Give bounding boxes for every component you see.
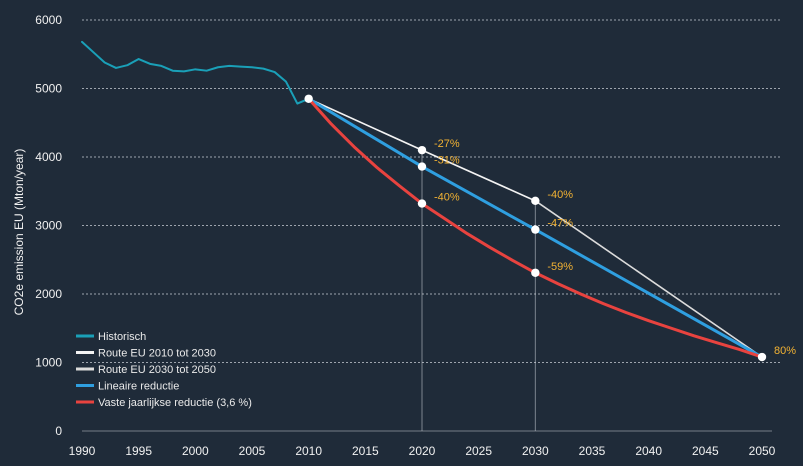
percentage-annotation: -47% <box>547 218 573 230</box>
x-tick-label: 2040 <box>635 444 662 458</box>
legend-item: Lineaire reductie <box>76 381 179 393</box>
percentage-annotation: -40% <box>434 192 460 204</box>
legend-label: Lineaire reductie <box>98 381 179 393</box>
percentage-annotation: -31% <box>434 155 460 167</box>
series-line-lineaire-reductie <box>307 97 764 359</box>
legend-item: Historisch <box>76 331 146 343</box>
y-tick-label: 4000 <box>35 150 62 164</box>
y-tick-label: 5000 <box>35 82 62 96</box>
data-point-marker <box>417 162 427 171</box>
x-tick-label: 2050 <box>749 444 776 458</box>
vertical-reference-lines <box>421 150 536 431</box>
legend-item: Vaste jaarlijkse reductie (3,6 %) <box>76 397 252 409</box>
y-tick-label: 6000 <box>35 13 62 27</box>
legend-label: Vaste jaarlijkse reductie (3,6 %) <box>98 397 252 409</box>
legend-item: Route EU 2010 tot 2030 <box>76 348 216 360</box>
legend-item: Route EU 2030 tot 2050 <box>76 364 216 376</box>
legend-label: Historisch <box>98 331 146 343</box>
y-tick-label: 2000 <box>35 287 62 301</box>
x-tick-label: 2000 <box>182 444 209 458</box>
legend: Historisch Route EU 2010 tot 2030 Route EU… <box>76 331 252 409</box>
x-tick-label: 2030 <box>522 444 549 458</box>
x-tick-label: 2025 <box>465 444 492 458</box>
annotation-layer: -27% -31% -40% -40% -47% -59% 80% <box>434 138 796 357</box>
x-tick-label: 2010 <box>295 444 322 458</box>
grid-layer <box>82 19 782 432</box>
x-tick-label: 1990 <box>69 444 96 458</box>
data-point-marker <box>531 225 540 234</box>
x-tick-label: 2045 <box>692 444 719 458</box>
data-point-marker <box>531 268 540 277</box>
x-tick-label: 2015 <box>352 444 379 458</box>
data-point-marker <box>417 199 427 208</box>
data-point-marker <box>531 196 540 206</box>
legend-label: Route EU 2010 tot 2030 <box>98 348 216 360</box>
series-line-route-eu-2030-tot-2050 <box>534 200 763 358</box>
x-tick-label: 2035 <box>579 444 606 458</box>
x-tick-label: 1995 <box>125 444 152 458</box>
data-point-marker <box>304 94 313 103</box>
percentage-annotation: 80% <box>774 345 796 357</box>
x-tick-label: 2005 <box>239 444 266 458</box>
y-tick-label: 3000 <box>35 219 62 233</box>
percentage-annotation: -27% <box>434 138 460 150</box>
y-axis-ticks: 0 1000 2000 3000 4000 5000 6000 <box>35 13 62 438</box>
y-tick-label: 1000 <box>35 356 62 370</box>
y-axis-label: CO2e emission EU (Mton/year) <box>12 149 26 316</box>
y-tick-label: 0 <box>55 424 62 438</box>
percentage-annotation: -59% <box>547 261 573 273</box>
data-point-marker <box>757 352 767 362</box>
percentage-annotation: -40% <box>547 189 573 201</box>
x-tick-label: 2020 <box>409 444 436 458</box>
data-point-marker <box>417 145 427 155</box>
legend-label: Route EU 2030 tot 2050 <box>98 364 216 376</box>
marker-layer <box>304 94 767 362</box>
x-axis-ticks: 1990 1995 2000 2005 2010 2015 2020 2025 2030 2035… <box>69 444 776 458</box>
series-line-historisch <box>81 40 310 105</box>
